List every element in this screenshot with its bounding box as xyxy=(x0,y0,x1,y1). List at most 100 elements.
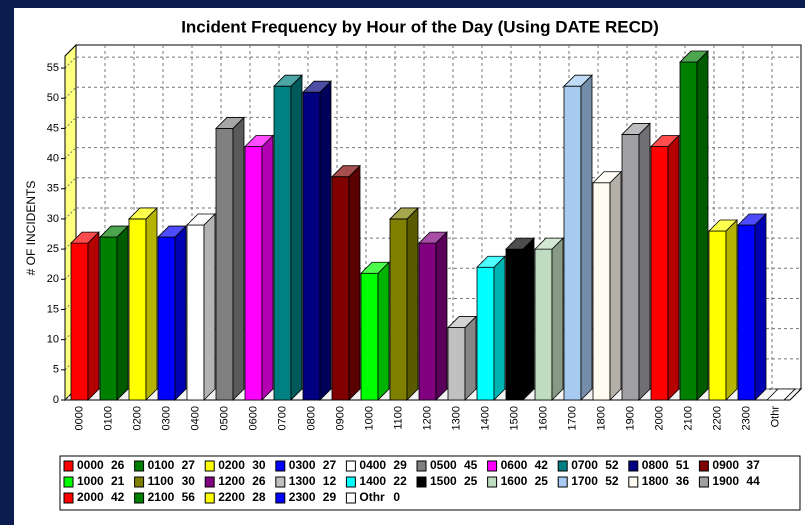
legend-category: 0300 xyxy=(289,458,316,472)
bar-top xyxy=(389,207,419,220)
y-tick-label: 55 xyxy=(47,62,59,74)
x-tick-label: 0200 xyxy=(131,406,143,430)
bar xyxy=(360,261,390,401)
legend-label: 2000 42 xyxy=(77,490,125,504)
bar xyxy=(679,50,709,401)
legend-label: Othr 0 xyxy=(359,490,400,504)
bar-top xyxy=(418,231,448,244)
x-tick-label: 1200 xyxy=(421,406,433,430)
x-tick-label: 1800 xyxy=(595,406,607,430)
y-tick-label: 20 xyxy=(47,273,59,285)
bar xyxy=(737,213,767,401)
legend-label: 1700 52 xyxy=(571,474,619,488)
bar-side xyxy=(261,134,274,401)
y-tick-label: 15 xyxy=(47,303,59,315)
legend-item: 1700 52 xyxy=(557,474,619,488)
bar xyxy=(273,74,303,401)
bar-front xyxy=(708,230,727,401)
bar-front xyxy=(679,61,698,401)
bar-side xyxy=(435,231,448,401)
legend-swatch xyxy=(557,476,568,488)
legend-value: 27 xyxy=(182,458,196,472)
x-tick-label: 0900 xyxy=(334,406,346,430)
legend-label: 1300 12 xyxy=(289,474,337,488)
y-tick-label: 5 xyxy=(53,364,59,376)
legend-label: 0900 37 xyxy=(712,458,760,472)
legend-item: 0400 29 xyxy=(345,458,407,472)
legend-category: 1400 xyxy=(359,474,386,488)
bar-top xyxy=(244,135,274,147)
bar-front xyxy=(331,176,350,401)
bar-top xyxy=(563,74,593,87)
legend-label: 0100 27 xyxy=(148,458,196,472)
legend-item: 1800 36 xyxy=(628,474,689,488)
x-tick-label: 0100 xyxy=(102,406,114,430)
legend-swatch xyxy=(557,460,568,472)
grid-line xyxy=(64,207,77,220)
legend-value: 29 xyxy=(323,490,337,504)
legend-value: 30 xyxy=(252,458,266,472)
bar-front xyxy=(621,134,640,401)
legend-label: 1100 30 xyxy=(148,474,196,488)
legend-value: 25 xyxy=(535,474,549,488)
bar-side xyxy=(377,261,390,401)
y-tick-label: 45 xyxy=(47,122,59,134)
legend-item: 1200 26 xyxy=(204,474,266,488)
bar-top xyxy=(592,171,622,184)
legend-item: 0500 45 xyxy=(416,458,478,472)
legend-category: 1500 xyxy=(430,474,457,488)
x-tick-label: 0700 xyxy=(276,406,288,430)
bar-front xyxy=(186,224,205,401)
bar-side xyxy=(580,74,593,401)
legend-item: 1300 12 xyxy=(275,474,337,488)
legend-category: Othr xyxy=(359,490,385,504)
legend-value: 0 xyxy=(393,490,400,504)
legend-value: 27 xyxy=(323,458,337,472)
bar-side xyxy=(203,213,216,401)
bar xyxy=(418,231,448,401)
legend-box xyxy=(59,455,801,511)
legend-swatch xyxy=(345,460,356,472)
x-tick-label: 1500 xyxy=(508,406,520,430)
legend-value: 51 xyxy=(676,458,690,472)
legend-swatch xyxy=(63,476,74,488)
legend-category: 0200 xyxy=(218,458,245,472)
bar-side xyxy=(464,315,477,401)
legend-value: 56 xyxy=(182,490,196,504)
legend-item: 1900 44 xyxy=(698,474,760,488)
bar-top xyxy=(99,225,129,238)
bar-front xyxy=(447,327,466,401)
legend-label: 0600 42 xyxy=(501,458,549,472)
legend-value: 52 xyxy=(605,458,619,472)
legend-category: 0700 xyxy=(571,458,598,472)
bar-side xyxy=(174,225,187,401)
bar xyxy=(621,122,651,401)
y-tick-label: 30 xyxy=(47,213,59,225)
bar-front xyxy=(360,272,379,401)
x-tick-label: 0000 xyxy=(73,406,85,430)
bar xyxy=(389,206,419,401)
bar xyxy=(650,134,680,401)
bar-side xyxy=(638,122,651,401)
legend-label: 2100 56 xyxy=(148,490,196,504)
bar xyxy=(708,219,738,401)
legend-category: 1100 xyxy=(148,474,174,488)
legend-value: 42 xyxy=(111,490,125,504)
legend-label: 2200 28 xyxy=(218,490,266,504)
bar-top xyxy=(128,207,158,220)
legend-swatch xyxy=(204,492,215,504)
bar-front xyxy=(505,248,524,401)
bar-side xyxy=(290,74,303,401)
legend-swatch xyxy=(487,476,498,488)
bar-top xyxy=(215,117,245,129)
bar-front xyxy=(534,248,553,401)
x-tick-label: 0800 xyxy=(305,406,317,430)
x-tick-label: 2100 xyxy=(682,406,694,430)
bar-front xyxy=(157,236,176,401)
legend-swatch xyxy=(487,460,498,472)
x-tick-label: 2000 xyxy=(653,406,665,430)
legend-item: 0200 30 xyxy=(204,458,266,472)
legend-swatch xyxy=(63,492,74,504)
bar-side xyxy=(87,231,100,401)
grid-line xyxy=(64,177,77,190)
